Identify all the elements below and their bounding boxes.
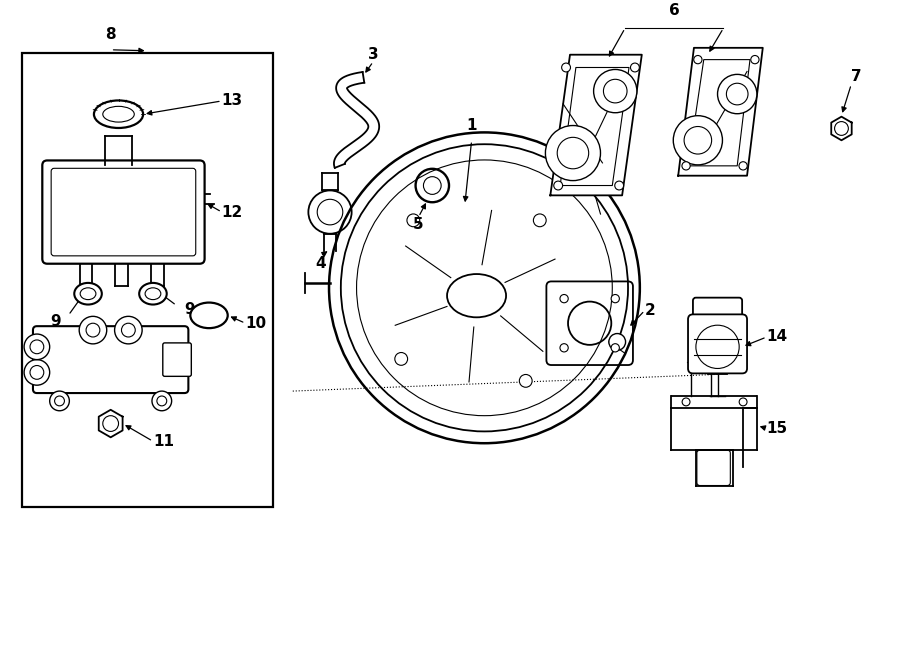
Text: 3: 3	[368, 46, 379, 61]
Circle shape	[534, 214, 546, 227]
Polygon shape	[550, 55, 642, 196]
Polygon shape	[334, 72, 379, 168]
Text: 1: 1	[466, 118, 477, 134]
Circle shape	[682, 162, 690, 170]
Circle shape	[562, 63, 571, 72]
FancyBboxPatch shape	[42, 161, 204, 264]
Circle shape	[739, 162, 747, 170]
Circle shape	[739, 398, 747, 406]
Ellipse shape	[190, 303, 228, 328]
Circle shape	[152, 391, 172, 410]
Circle shape	[114, 317, 142, 344]
Circle shape	[611, 344, 619, 352]
Circle shape	[751, 56, 759, 63]
Circle shape	[631, 63, 639, 72]
Text: 11: 11	[153, 434, 174, 449]
Text: 7: 7	[851, 69, 862, 84]
FancyBboxPatch shape	[33, 326, 188, 393]
Circle shape	[395, 352, 408, 366]
Text: 6: 6	[669, 3, 680, 19]
Circle shape	[560, 295, 568, 303]
Circle shape	[611, 295, 619, 303]
Circle shape	[24, 334, 50, 360]
Circle shape	[560, 344, 568, 352]
Text: 10: 10	[246, 316, 266, 330]
Circle shape	[554, 181, 562, 190]
Circle shape	[79, 317, 107, 344]
Text: 12: 12	[221, 204, 243, 219]
Circle shape	[407, 214, 419, 227]
FancyBboxPatch shape	[688, 315, 747, 373]
Ellipse shape	[140, 283, 166, 305]
Text: 4: 4	[315, 256, 326, 271]
Circle shape	[615, 181, 624, 190]
Circle shape	[673, 116, 723, 165]
Circle shape	[594, 69, 637, 113]
FancyBboxPatch shape	[163, 343, 192, 376]
Circle shape	[694, 56, 702, 63]
FancyBboxPatch shape	[693, 297, 742, 325]
Text: 9: 9	[184, 302, 195, 317]
Circle shape	[519, 375, 532, 387]
Ellipse shape	[94, 100, 143, 128]
Circle shape	[682, 398, 690, 406]
Text: 5: 5	[413, 217, 424, 232]
Text: 15: 15	[767, 421, 788, 436]
Circle shape	[717, 75, 757, 114]
Text: 8: 8	[105, 27, 116, 42]
Polygon shape	[679, 48, 763, 176]
Circle shape	[24, 360, 50, 385]
Circle shape	[50, 391, 69, 410]
Ellipse shape	[75, 283, 102, 305]
Bar	[22, 53, 273, 507]
Text: 14: 14	[767, 329, 788, 344]
Text: 2: 2	[644, 303, 655, 318]
Circle shape	[608, 334, 626, 350]
Text: 13: 13	[221, 93, 243, 108]
Polygon shape	[99, 410, 122, 438]
Text: 9: 9	[50, 314, 60, 329]
Circle shape	[545, 126, 600, 180]
